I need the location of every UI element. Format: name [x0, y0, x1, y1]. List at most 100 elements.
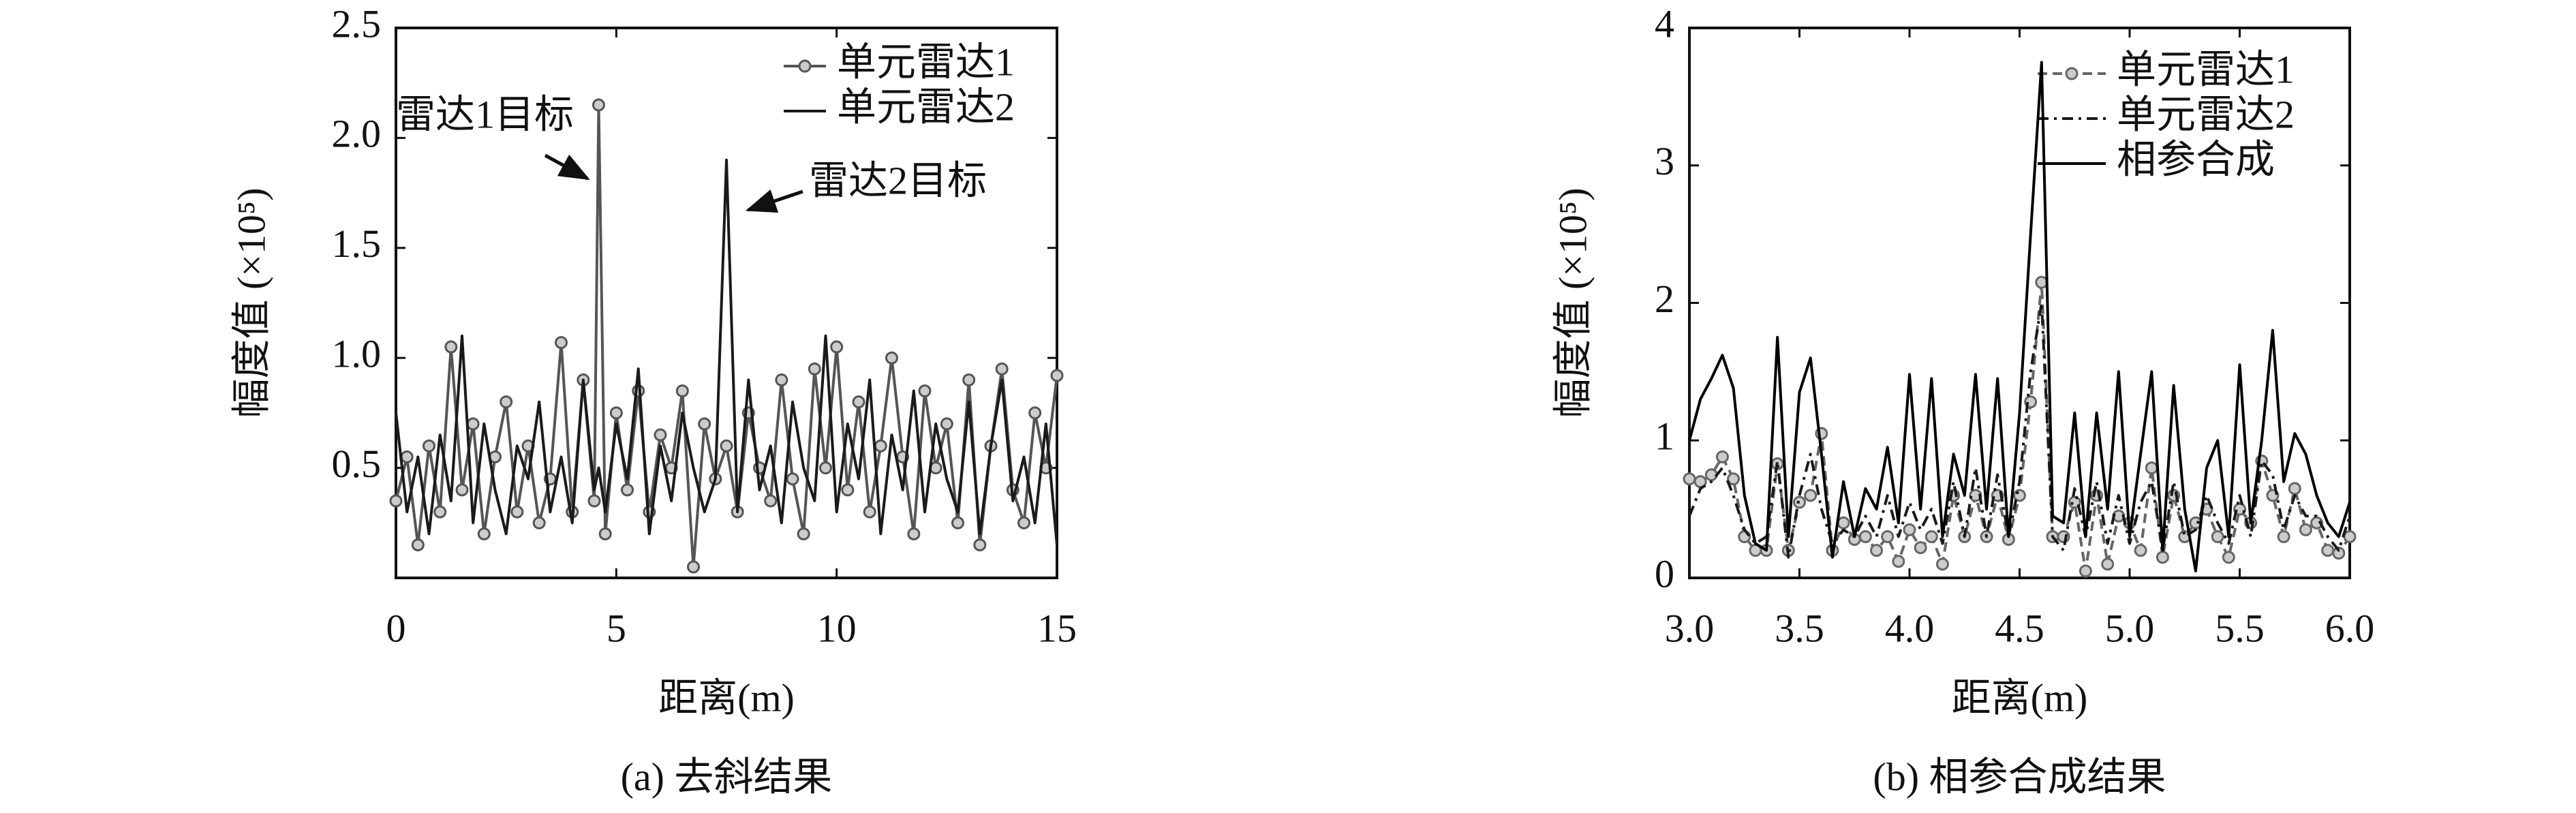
series-marker	[907, 527, 921, 540]
x-tick-label: 3.0	[1665, 606, 1715, 650]
series-marker	[786, 472, 799, 486]
series-marker	[1903, 523, 1916, 536]
y-tick-label: 1.0	[332, 332, 382, 376]
series-marker	[698, 417, 711, 431]
caption: (a) 去斜结果	[621, 754, 833, 799]
x-tick-label: 5.5	[2215, 606, 2265, 650]
x-tick-label: 5	[607, 606, 626, 650]
x-tick-label: 10	[817, 606, 857, 650]
series-marker	[1914, 541, 1927, 555]
annotation-arrow	[544, 153, 590, 181]
x-tick-label: 4.5	[1995, 606, 2044, 650]
y-tick-label: 4	[1655, 1, 1674, 46]
series-marker	[1683, 472, 1696, 486]
series-marker	[423, 439, 435, 452]
series-marker	[598, 527, 612, 540]
series-marker	[2156, 551, 2169, 564]
series-marker	[852, 395, 865, 409]
series-marker	[675, 384, 689, 398]
y-tick-label: 2.5	[332, 1, 382, 46]
series-marker	[1028, 406, 1042, 420]
series-marker	[2145, 461, 2158, 475]
series-marker	[720, 439, 733, 452]
series-marker	[1858, 530, 1872, 543]
series-marker	[874, 439, 887, 452]
legend-label: 相参合成	[2117, 137, 2275, 181]
series-marker	[1804, 489, 1818, 502]
series-marker	[797, 527, 810, 540]
annotation: 雷达2目标	[809, 158, 987, 202]
y-tick-label: 2	[1655, 277, 1674, 321]
series-marker	[2211, 530, 2224, 543]
series-marker	[1935, 557, 1949, 571]
legend-marker	[798, 59, 812, 73]
series-line	[1688, 61, 2351, 572]
legend-label: 单元雷达1	[837, 40, 1015, 84]
series-marker	[444, 340, 458, 354]
series-line	[1688, 301, 2351, 559]
series-marker	[1881, 530, 1895, 543]
series-marker	[2079, 564, 2092, 578]
series-marker	[1892, 555, 1905, 568]
series-marker	[532, 516, 546, 530]
series-marker	[1050, 369, 1064, 382]
series-line	[395, 158, 1058, 545]
x-tick-label: 5.0	[2105, 606, 2155, 650]
x-tick-label: 3.5	[1775, 606, 1824, 650]
y-tick-label: 2.0	[332, 112, 382, 156]
y-axis-label: 幅度值 (×10⁵)	[1550, 187, 1595, 418]
annotation: 雷达1目标	[396, 92, 574, 136]
y-tick-label: 3	[1655, 139, 1674, 183]
series-marker	[951, 516, 964, 530]
series-marker	[918, 384, 932, 398]
legend-marker	[2065, 67, 2079, 80]
series-marker	[411, 538, 425, 552]
x-axis-label: 距离(m)	[658, 675, 795, 720]
series-marker	[2013, 489, 2026, 502]
y-tick-label: 1.5	[332, 221, 382, 266]
y-axis-label: 幅度值 (×10⁵)	[229, 187, 273, 418]
series-marker	[2277, 530, 2290, 543]
plot-frame	[395, 27, 1058, 579]
series-marker	[510, 505, 524, 519]
x-tick-label: 0	[386, 606, 406, 650]
series-marker	[1870, 544, 1884, 557]
series-marker	[1837, 516, 1850, 530]
caption: (b) 相参合成结果	[1873, 754, 2166, 799]
series-marker	[2222, 551, 2235, 564]
series-marker	[830, 340, 844, 354]
legend-label: 单元雷达2	[2117, 92, 2295, 136]
series-marker	[592, 98, 605, 112]
annotation-arrow	[745, 189, 803, 213]
series-marker	[808, 362, 821, 375]
series-marker	[433, 505, 447, 519]
series-marker	[687, 560, 700, 574]
series-marker	[587, 494, 601, 508]
series-marker	[555, 336, 568, 350]
series-marker	[885, 351, 898, 365]
series-line	[395, 104, 1058, 568]
series-marker	[2299, 523, 2312, 536]
series-marker	[2332, 547, 2346, 560]
series-marker	[940, 417, 953, 431]
series-marker	[1727, 472, 1741, 486]
series-marker	[995, 362, 1009, 375]
legend-label: 单元雷达2	[837, 85, 1015, 129]
series-marker	[466, 417, 480, 431]
series-marker	[455, 483, 469, 497]
series-marker	[962, 373, 976, 386]
x-tick-label: 15	[1037, 606, 1077, 650]
series-marker	[2343, 530, 2357, 543]
x-axis-label: 距离(m)	[1952, 675, 2088, 720]
series-marker	[2134, 544, 2147, 557]
series-marker	[2310, 516, 2324, 530]
series-marker	[775, 373, 788, 386]
y-tick-label: 0.5	[332, 442, 382, 486]
legend-label: 单元雷达1	[2117, 47, 2295, 91]
series-marker	[2035, 275, 2049, 289]
series-marker	[973, 538, 987, 552]
y-tick-label: 1	[1655, 414, 1674, 459]
series-marker	[621, 483, 634, 497]
